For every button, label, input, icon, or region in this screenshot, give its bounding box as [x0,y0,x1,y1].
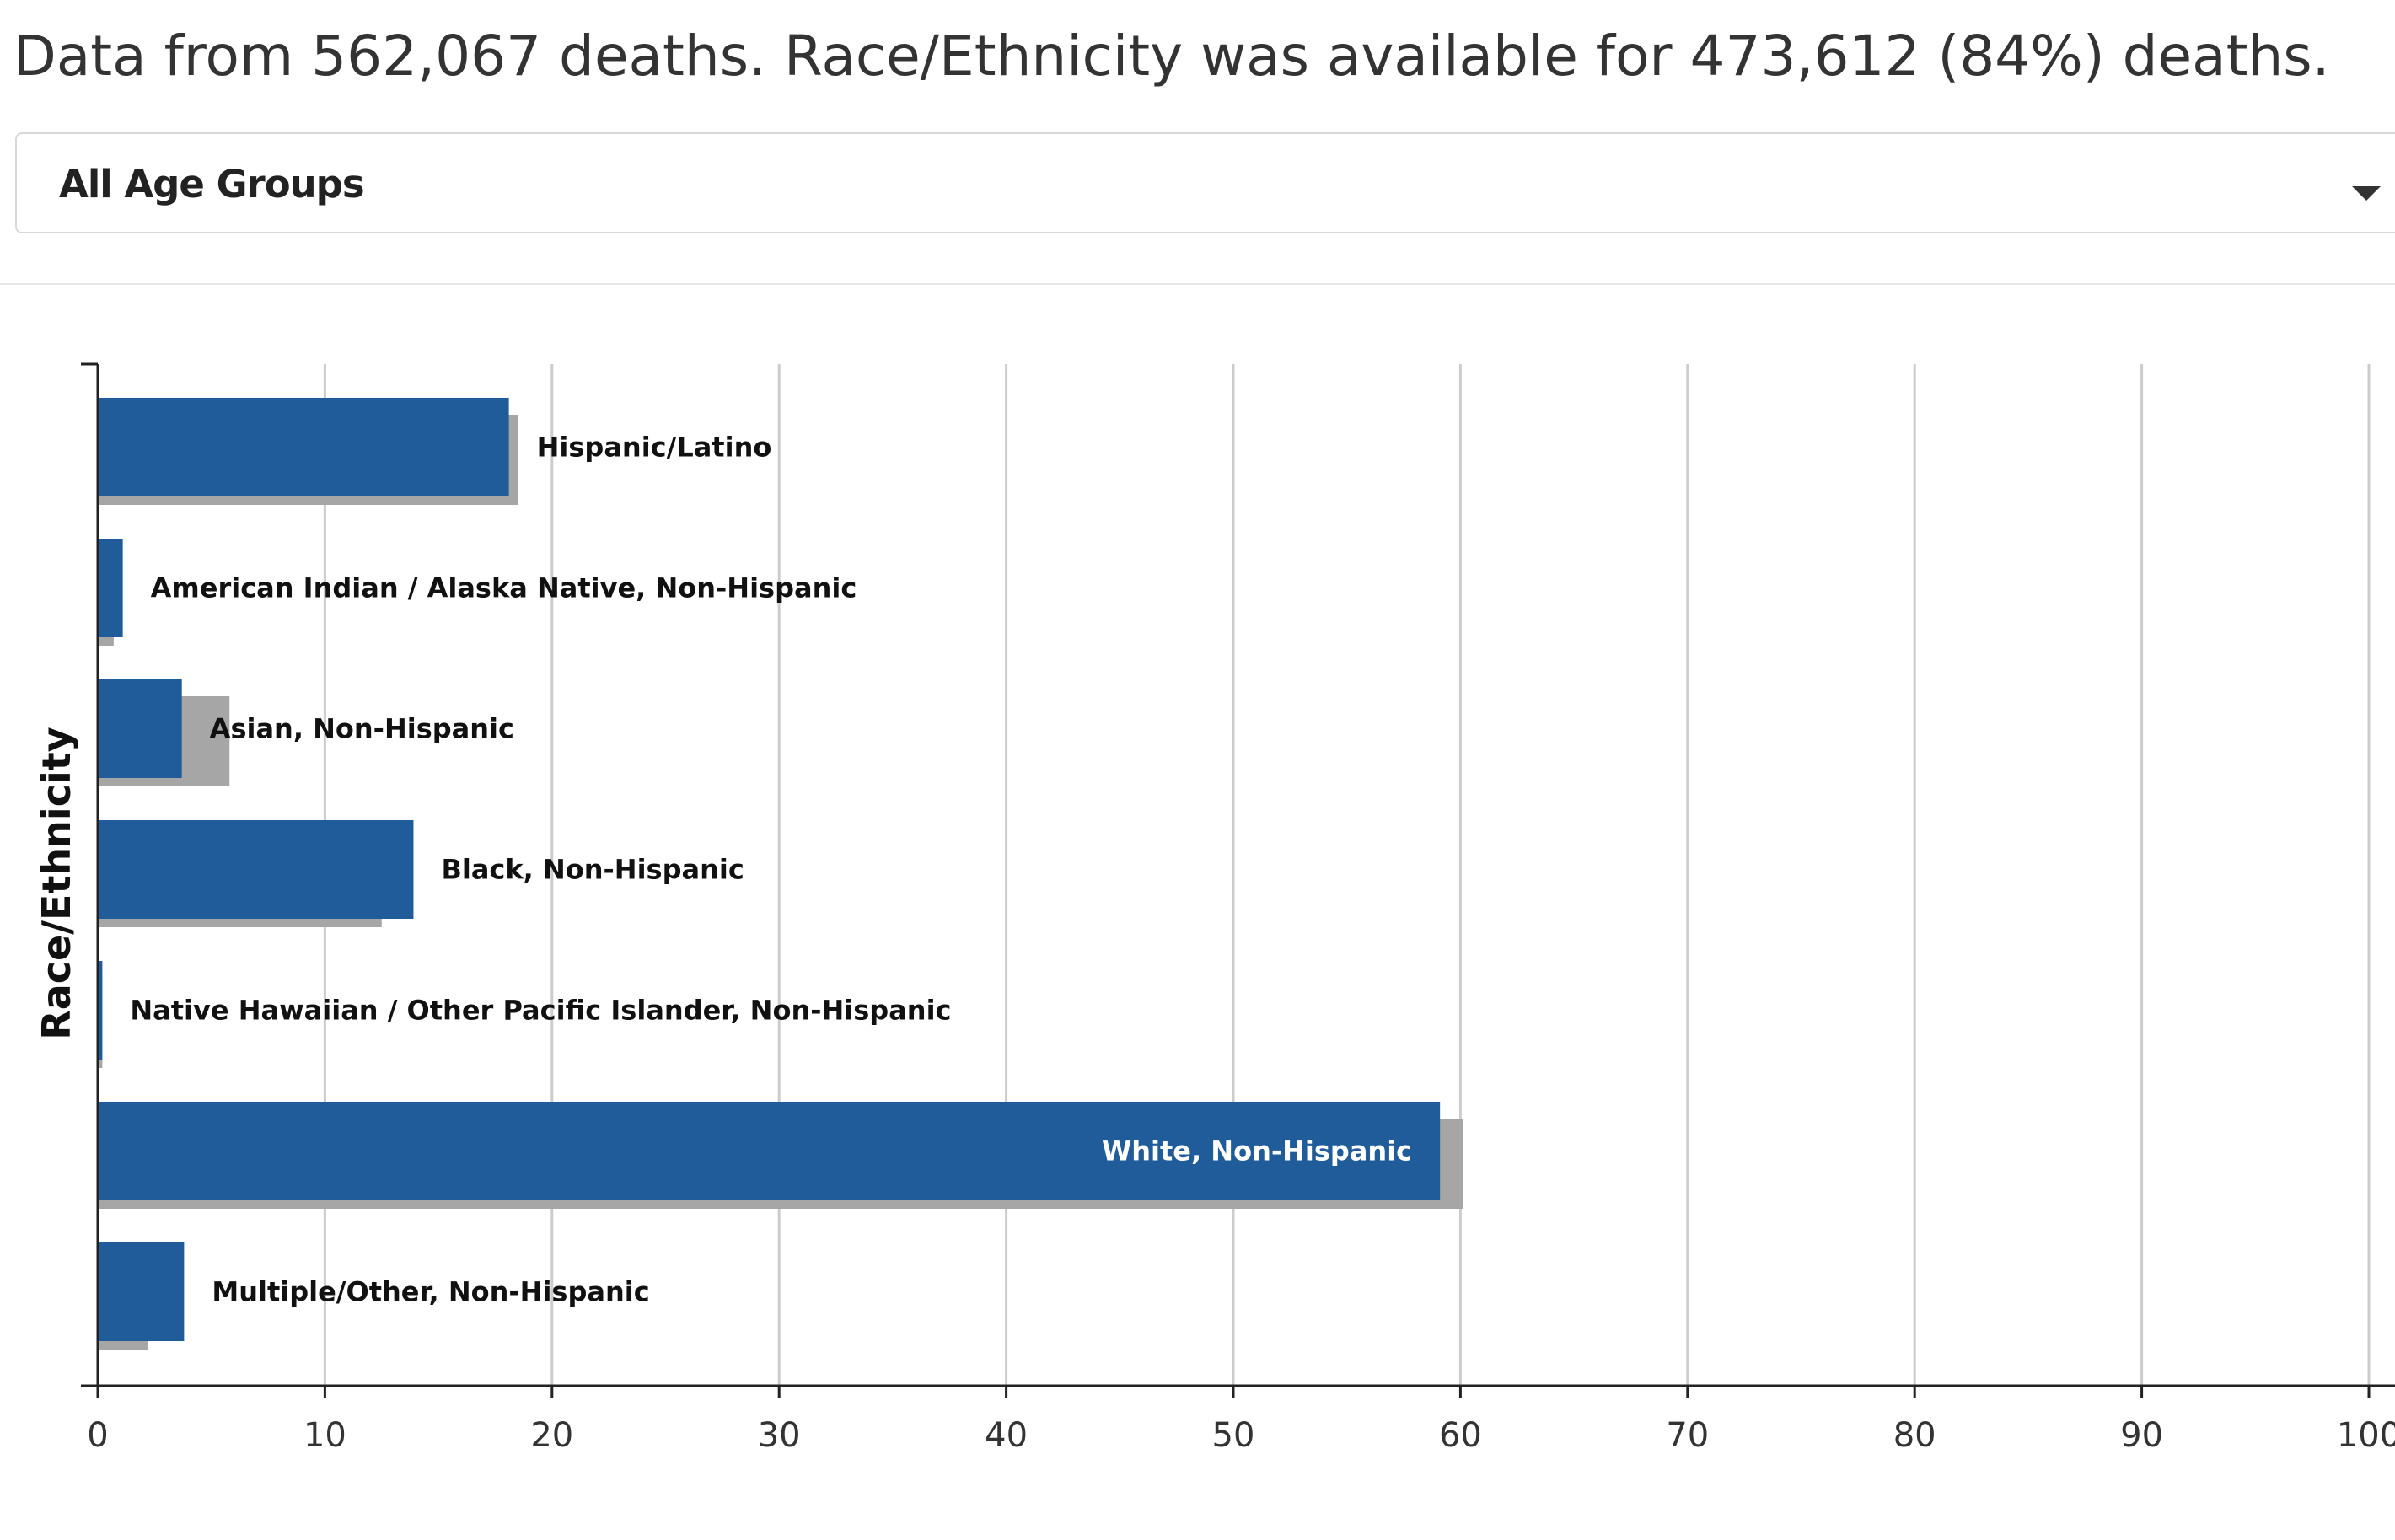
x-tick-label-10: 10 [303,1416,346,1455]
x-tick-label-100: 100 [2337,1416,2395,1455]
age-group-selected-value: All Age Groups [59,162,365,207]
x-tick-label-50: 50 [1212,1416,1255,1455]
divider [0,283,2395,285]
bar-blue-white-non-hispanic [98,1102,1441,1200]
summary-text: Data from 562,067 deaths. Race/Ethnicity… [13,24,2330,89]
y-axis-title: Race/Ethnicity [34,727,79,1039]
category-label-native-hawaiian-other-pacific-islander-non-hispanic: Native Hawaiian / Other Pacific Islander… [130,995,951,1027]
category-label-american-indian-alaska-native-non-hispanic: American Indian / Alaska Native, Non-His… [151,572,857,604]
category-label-asian-non-hispanic: Asian, Non-Hispanic [210,713,514,745]
chart-container: 0 10 20 30 40 50 60 70 80 90 100 Hispanic/Latino Ame… [0,287,2395,1540]
x-tick-label-60: 60 [1439,1416,1482,1455]
bar-blue-black-non-hispanic [98,820,414,919]
bar-blue-asian-non-hispanic [98,679,182,778]
bar-blue-hispanic-latino [98,398,509,496]
race-ethnicity-bar-chart: 0 10 20 30 40 50 60 70 80 90 100 Hispanic/Latino Ame… [34,362,2395,1455]
category-label-hispanic-latino: Hispanic/Latino [537,432,772,464]
x-tick-label-70: 70 [1666,1416,1709,1455]
x-tick-label-30: 30 [758,1416,801,1455]
x-tick-label-40: 40 [985,1416,1028,1455]
x-tick-label-80: 80 [1893,1416,1936,1455]
x-tick-label-90: 90 [2120,1416,2163,1455]
x-tick-label-20: 20 [530,1416,573,1455]
bar-blue-multiple-other-non-hispanic [98,1242,185,1341]
category-label-black-non-hispanic: Black, Non-Hispanic [441,854,744,886]
age-group-select[interactable]: All Age Groups [15,132,2395,233]
x-tick-label-0: 0 [87,1416,108,1455]
category-label-white-non-hispanic: White, Non-Hispanic [1102,1135,1412,1167]
category-label-multiple-other-non-hispanic: Multiple/Other, Non-Hispanic [212,1276,649,1308]
bar-blue-native-hawaiian-other-pacific-islander-non-hispanic [98,961,103,1060]
chevron-down-icon [2352,186,2381,201]
bar-blue-american-indian-alaska-native-non-hispanic [98,539,123,637]
